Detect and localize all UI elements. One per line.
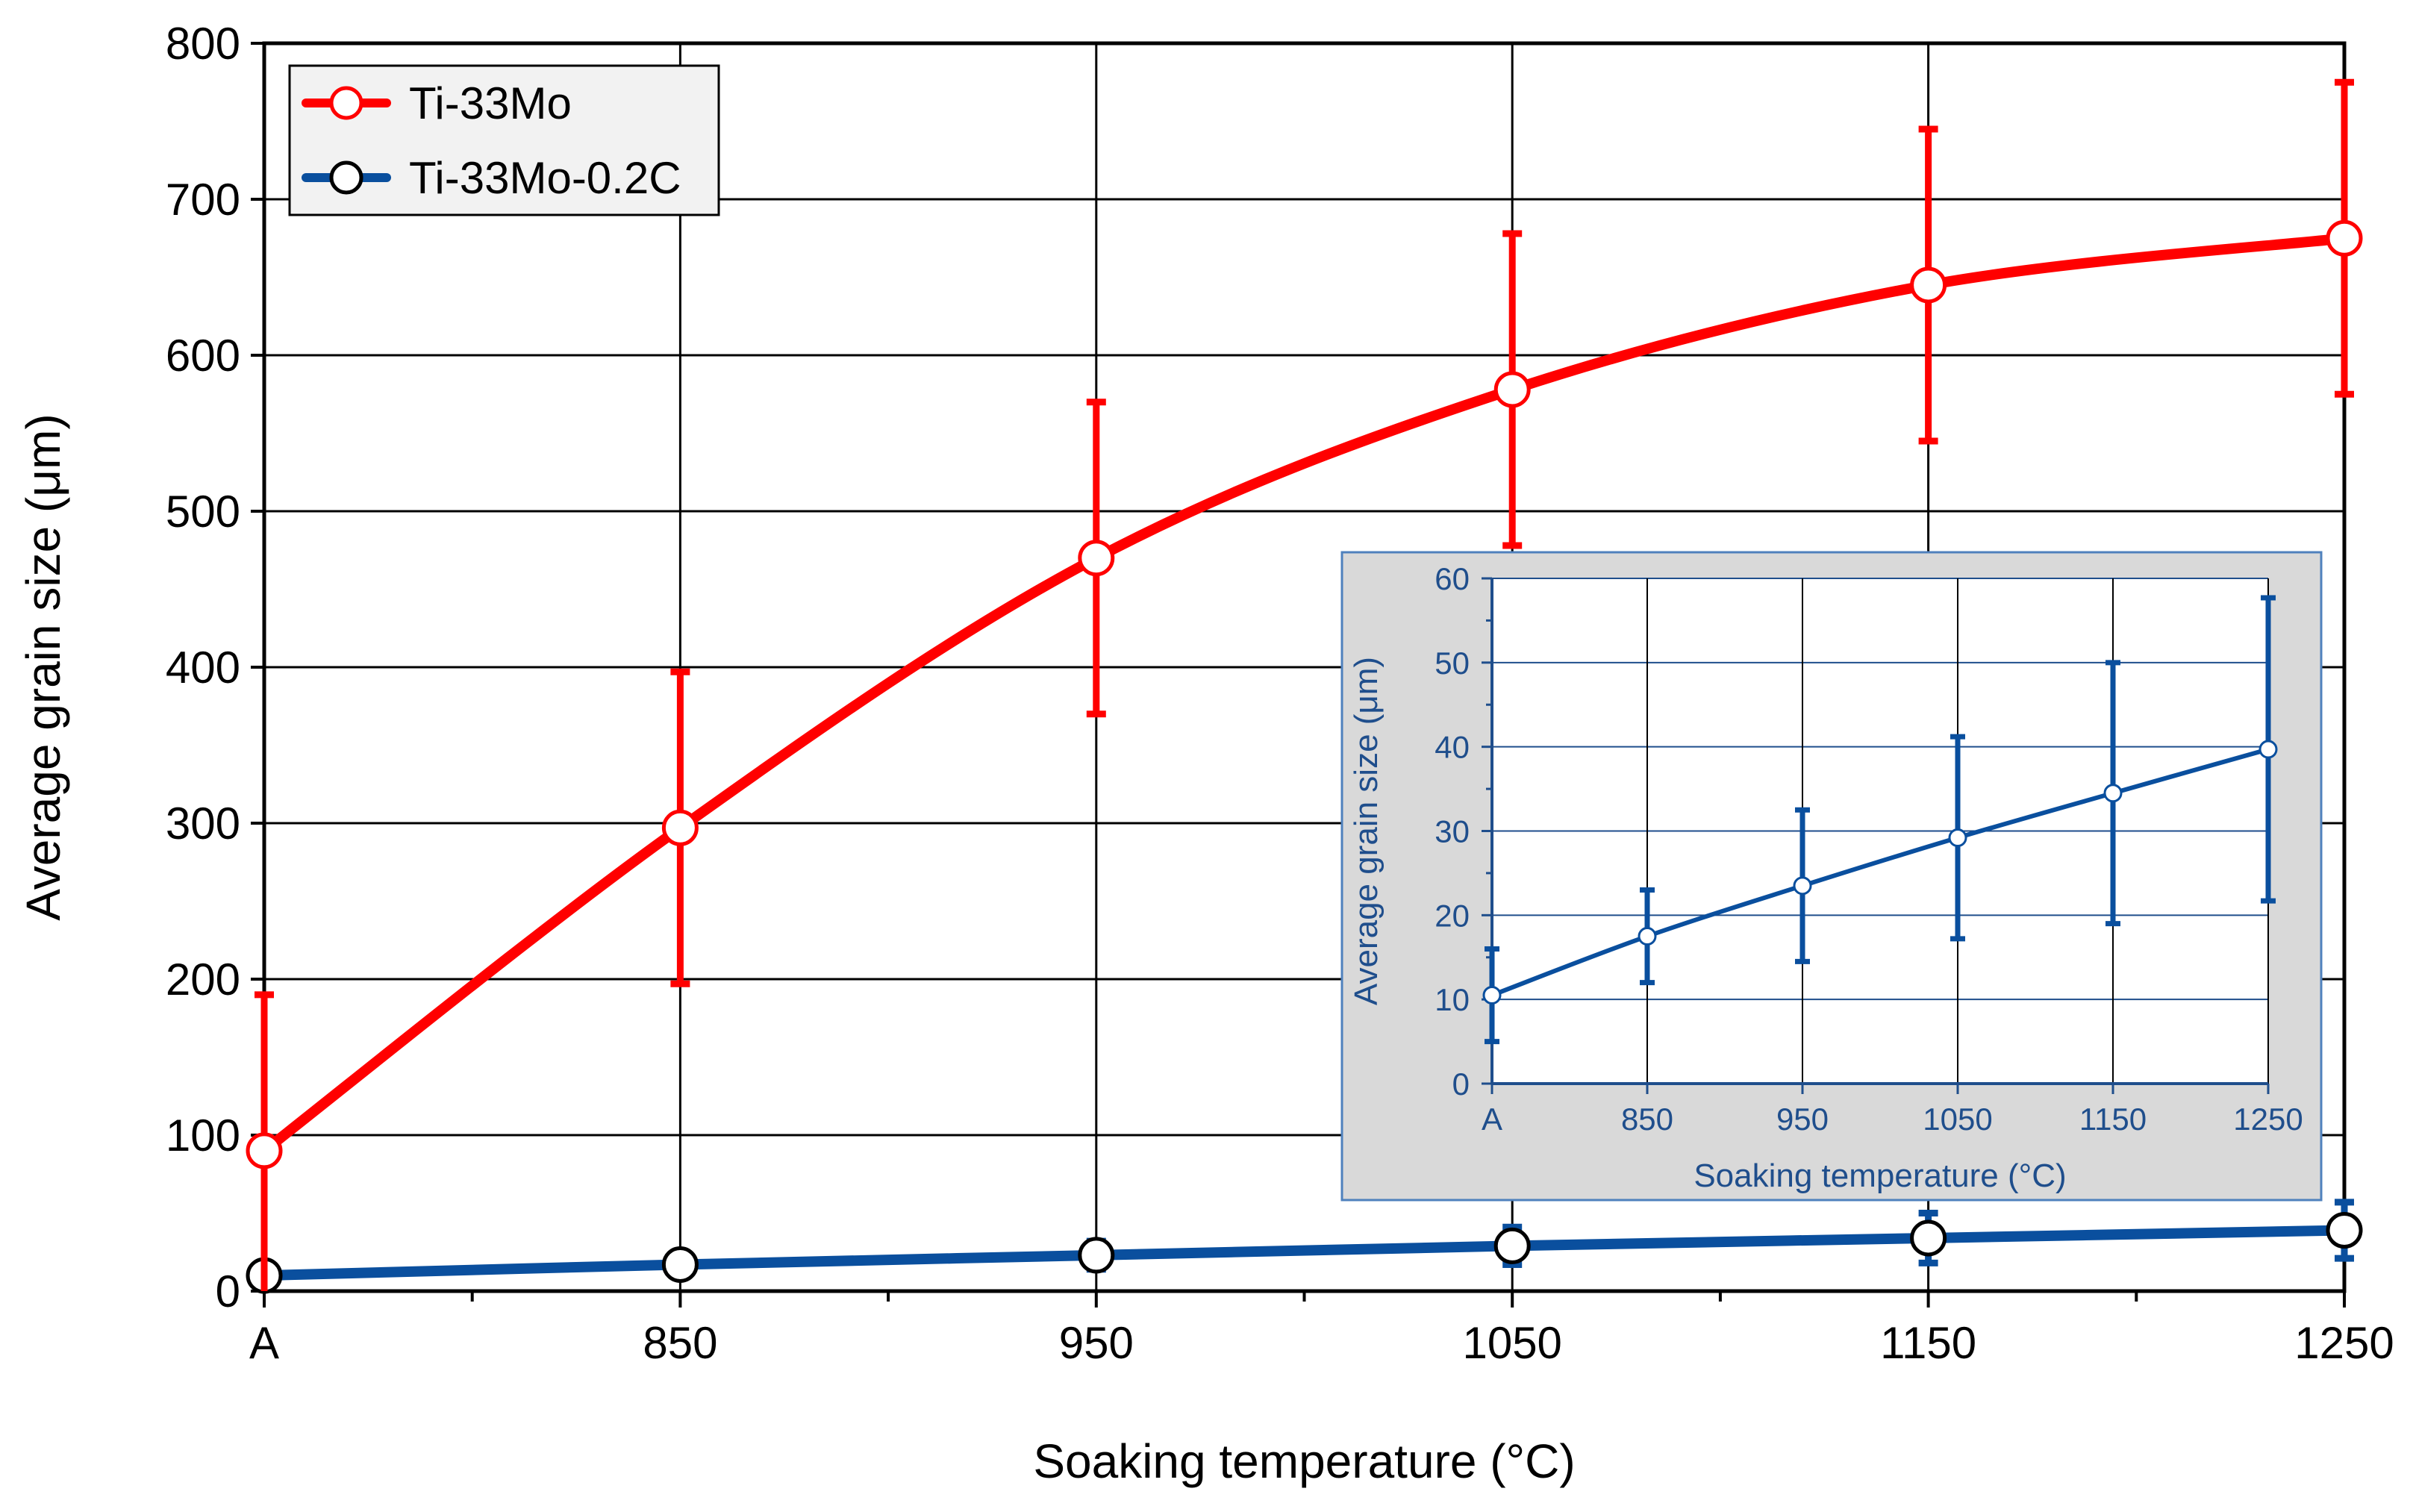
legend-item-ti-33mo: Ti-33Mo: [302, 78, 572, 128]
legend-marker-ti-33mo-0-2c: [329, 160, 363, 195]
y-tick-label-800: 800: [166, 19, 240, 69]
inset-y-tick-label-30: 30: [1435, 814, 1470, 849]
inset-point-850: [1638, 927, 1657, 946]
inset-chart: 0 10 20 30 40 50 60 A 850 950 1050 1150 1250 Soaking…: [1340, 551, 2323, 1202]
inset-x-axis-title: Soaking temperature (°C): [1694, 1158, 2066, 1194]
inset-y-tick-label-40: 40: [1435, 730, 1470, 765]
inset-ticks: 0 10 20 30 40 50 60 A 850 950 1050 1150 1250: [1435, 561, 2303, 1137]
main-series: [246, 78, 2363, 1294]
inset-x-tick-label-a: A: [1482, 1102, 1502, 1137]
y-tick-label-400: 400: [166, 643, 240, 693]
point-ti-33mo-0-2c-850: [661, 1246, 699, 1283]
x-tick-label-1050: 1050: [1462, 1318, 1561, 1368]
inset-point-950: [1793, 876, 1812, 896]
series-line-ti-33mo-0-2c: [259, 1225, 2350, 1281]
inset-y-tick-label-20: 20: [1435, 898, 1470, 933]
inset-x-tick-label-850: 850: [1621, 1102, 1673, 1137]
y-tick-label-100: 100: [166, 1110, 240, 1160]
point-ti-33mo-0-2c-1250: [2326, 1211, 2363, 1249]
inset-y-axis-title: Average grain size (μm): [1348, 657, 1385, 1005]
y-tick-label-600: 600: [166, 331, 240, 381]
inset-y-tick-label-60: 60: [1435, 561, 1470, 596]
legend-label-ti-33mo-0-2c: Ti-33Mo-0.2C: [409, 153, 681, 203]
inset-x-tick-label-1250: 1250: [2233, 1102, 2303, 1137]
x-axis-title: Soaking temperature (°C): [1033, 1434, 1575, 1488]
inset-point-1050: [1948, 828, 1967, 848]
point-ti-33mo-a: [246, 1132, 283, 1169]
point-ti-33mo-1050: [1493, 371, 1531, 408]
inset-series: [1482, 595, 2278, 1045]
x-tick-label-850: 850: [643, 1318, 717, 1368]
x-tick-label-1150: 1150: [1880, 1318, 1976, 1368]
point-ti-33mo-0-2c-1050: [1493, 1227, 1531, 1264]
inset-point-1150: [2103, 784, 2123, 803]
legend-marker-ti-33mo: [329, 86, 363, 120]
inset-x-tick-label-1050: 1050: [1923, 1102, 1992, 1137]
y-axis-title: Average grain size (μm): [16, 413, 70, 921]
series-ti-33mo: [246, 78, 2363, 1291]
legend-box: [288, 64, 720, 216]
inset-y-tick-label-50: 50: [1435, 646, 1470, 681]
y-tick-label-300: 300: [166, 799, 240, 849]
legend: Ti-33Mo Ti-33Mo-0.2C: [288, 64, 720, 216]
inset-x-tick-label-1150: 1150: [2079, 1102, 2147, 1137]
point-ti-33mo-0-2c-1150: [1910, 1219, 1947, 1257]
inset-series-line-ti-33mo-0-2c: [1490, 747, 2269, 998]
legend-label-ti-33mo: Ti-33Mo: [409, 78, 572, 128]
point-ti-33mo-1250: [2326, 219, 2363, 257]
y-tick-label-700: 700: [166, 175, 240, 225]
series-line-ti-33mo: [259, 233, 2350, 1156]
point-ti-33mo-1150: [1910, 266, 1947, 304]
legend-item-ti-33mo-0-2c: Ti-33Mo-0.2C: [302, 153, 681, 203]
point-ti-33mo-850: [661, 809, 699, 846]
series-ti-33mo-0-2c: [246, 1199, 2363, 1294]
y-tick-label-0: 0: [216, 1266, 240, 1316]
x-tick-label-a: A: [249, 1318, 279, 1368]
point-ti-33mo-0-2c-950: [1078, 1237, 1115, 1274]
y-tick-label-200: 200: [166, 955, 240, 1005]
inset-y-tick-label-0: 0: [1452, 1066, 1470, 1102]
x-tick-label-1250: 1250: [2294, 1318, 2394, 1368]
inset-series-ti-33mo-0-2c: [1482, 595, 2278, 1045]
point-ti-33mo-950: [1078, 540, 1115, 577]
y-tick-label-500: 500: [166, 487, 240, 537]
x-tick-label-950: 950: [1059, 1318, 1134, 1368]
inset-point-1250: [2259, 740, 2278, 759]
inset-x-tick-label-950: 950: [1776, 1102, 1829, 1137]
inset-y-tick-label-10: 10: [1435, 982, 1470, 1017]
inset-point-a: [1482, 986, 1502, 1005]
